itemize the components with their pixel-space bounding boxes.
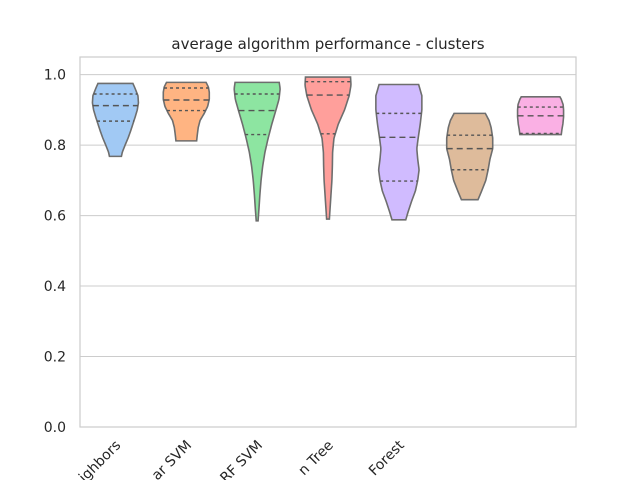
- y-tick-labels: 0.0 0.2 0.4 0.6 0.8 1.0: [44, 68, 66, 436]
- x-tick-label: ighbors: [76, 438, 124, 480]
- violin-body: [304, 76, 352, 220]
- x-tick-label: RF SVM: [217, 438, 266, 480]
- y-tick-label: 1.0: [44, 68, 66, 84]
- violin-body: [91, 82, 140, 158]
- y-tick-label: 0.2: [44, 350, 66, 366]
- violin-4: [304, 76, 352, 220]
- y-tick-label: 0.6: [44, 209, 66, 225]
- violin-5: [375, 83, 423, 221]
- violin-3: [233, 81, 281, 222]
- y-tick-label: 0.8: [44, 138, 66, 154]
- violin-body: [162, 81, 211, 142]
- violins: [91, 76, 565, 222]
- violin-body: [233, 81, 281, 222]
- x-tick-label: ar SVM: [149, 438, 195, 480]
- y-tick-label: 0.4: [44, 279, 66, 295]
- violin-7: [516, 96, 565, 136]
- violin-1: [91, 82, 140, 158]
- violin-2: [162, 81, 211, 142]
- x-tick-label: n Tree: [295, 438, 336, 479]
- y-tick-label: 0.0: [44, 420, 66, 436]
- x-tick-label: Forest: [366, 437, 408, 479]
- chart-title: average algorithm performance - clusters: [171, 35, 484, 53]
- violin-body: [375, 83, 423, 221]
- violin-body: [445, 112, 494, 201]
- violin-6: [445, 112, 494, 201]
- x-tick-labels: ighbors ar SVM RF SVM n Tree Forest: [76, 437, 408, 480]
- plot-frame: [79, 56, 577, 428]
